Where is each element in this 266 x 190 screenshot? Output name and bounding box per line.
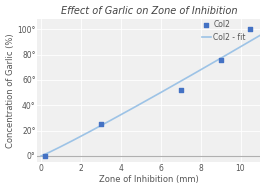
- Col2 - fit: [259, 34, 262, 36]
- X-axis label: Zone of Inhibition (mm): Zone of Inhibition (mm): [99, 175, 199, 184]
- Col2 - fit: [126, 110, 130, 112]
- Col2 - fit: [39, 155, 43, 157]
- Col2: [43, 154, 47, 158]
- Line: Col2 - fit: Col2 - fit: [41, 35, 260, 156]
- Col2 - fit: [177, 81, 181, 83]
- Title: Effect of Garlic on Zone of Inhibition: Effect of Garlic on Zone of Inhibition: [61, 6, 237, 16]
- Col2 - fit: [66, 142, 69, 144]
- Legend: Col2, Col2 - fit: Col2, Col2 - fit: [202, 20, 246, 42]
- Col2 - fit: [111, 118, 114, 120]
- Col2: [99, 123, 103, 126]
- Col2 - fit: [198, 69, 201, 72]
- Col2: [248, 28, 253, 31]
- Y-axis label: Concentration of Garlic (%): Concentration of Garlic (%): [6, 33, 15, 148]
- Col2 - fit: [199, 69, 202, 71]
- Col2: [218, 58, 223, 61]
- Col2: [178, 89, 183, 92]
